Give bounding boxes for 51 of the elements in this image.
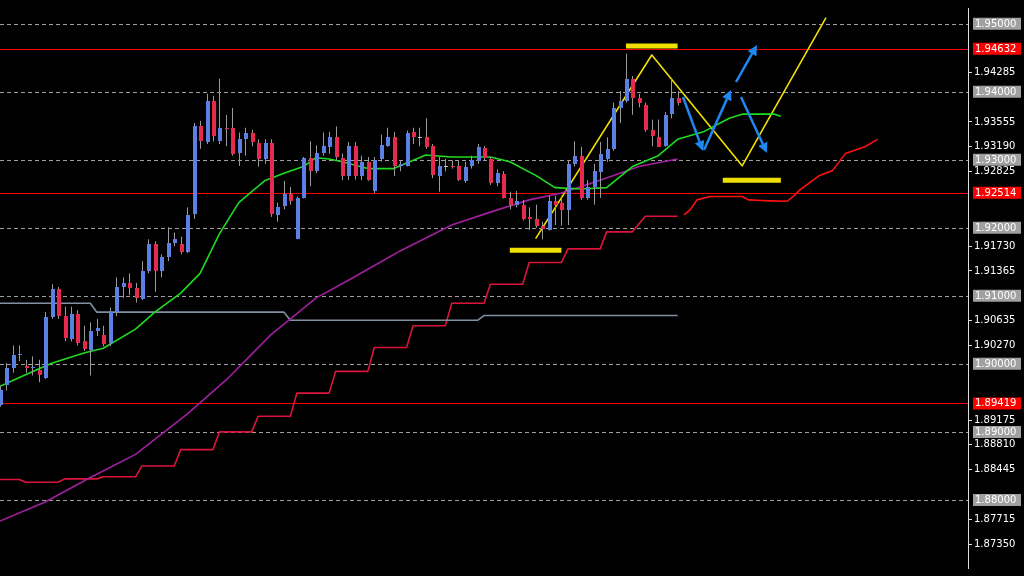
- candlestick: [160, 253, 164, 278]
- ref-line-label: 1.94000: [975, 85, 1017, 97]
- ref-line-label: 1.89000: [975, 426, 1017, 438]
- candlestick: [554, 195, 558, 226]
- candlestick: [225, 114, 229, 147]
- candlestick: [522, 199, 526, 221]
- ref-line-label: 1.89419: [975, 397, 1017, 409]
- y-tick-label: 1.88810: [974, 438, 1016, 450]
- y-tick-label: 1.94285: [974, 65, 1016, 77]
- candlestick: [18, 345, 22, 362]
- ref-line-label: 1.93000: [975, 153, 1017, 165]
- y-tick-label: 1.90635: [974, 314, 1016, 326]
- candlestick: [322, 132, 326, 157]
- candlestick: [386, 127, 390, 148]
- ref-line-label: 1.91000: [975, 289, 1017, 301]
- candlestick: [199, 120, 203, 150]
- candlestick: [651, 119, 655, 147]
- candlestick: [102, 325, 106, 347]
- candlestick: [586, 179, 590, 201]
- candlestick: [335, 125, 339, 161]
- ref-line-label: 1.92000: [975, 221, 1017, 233]
- candlestick: [502, 170, 506, 200]
- y-tick-label: 1.87715: [974, 512, 1016, 524]
- y-tick-label: 1.90270: [974, 339, 1016, 351]
- candlestick: [276, 202, 280, 223]
- ref-line-label: 1.90000: [975, 357, 1017, 369]
- ref-line-label: 1.88000: [975, 494, 1017, 506]
- candlestick: [0, 385, 3, 408]
- candlestick: [560, 195, 564, 227]
- y-tick-label: 1.91730: [974, 239, 1016, 251]
- y-tick-label: 1.93190: [974, 140, 1016, 152]
- candlestick: [64, 306, 68, 342]
- candlestick: [244, 127, 248, 157]
- y-tick-label: 1.91365: [974, 264, 1016, 276]
- ref-line-label: 1.94632: [975, 42, 1017, 54]
- y-tick-label: 1.92825: [974, 165, 1016, 177]
- candlestick: [283, 180, 287, 210]
- y-tick-label: 1.88445: [974, 463, 1016, 475]
- candlestick: [328, 131, 332, 155]
- candlestick: [657, 119, 661, 148]
- candlestick: [593, 163, 597, 206]
- y-tick-label: 1.87350: [974, 537, 1016, 549]
- ref-line-label: 1.95000: [975, 17, 1017, 29]
- ref-line-label: 1.92514: [975, 186, 1017, 198]
- candlestick: [535, 204, 539, 229]
- candlestick: [83, 325, 87, 352]
- candlestick: [425, 117, 429, 150]
- y-tick-label: 1.93555: [974, 115, 1016, 127]
- candlestick: [418, 127, 422, 147]
- y-tick-label: 1.89175: [974, 413, 1016, 425]
- candlestick: [315, 144, 319, 174]
